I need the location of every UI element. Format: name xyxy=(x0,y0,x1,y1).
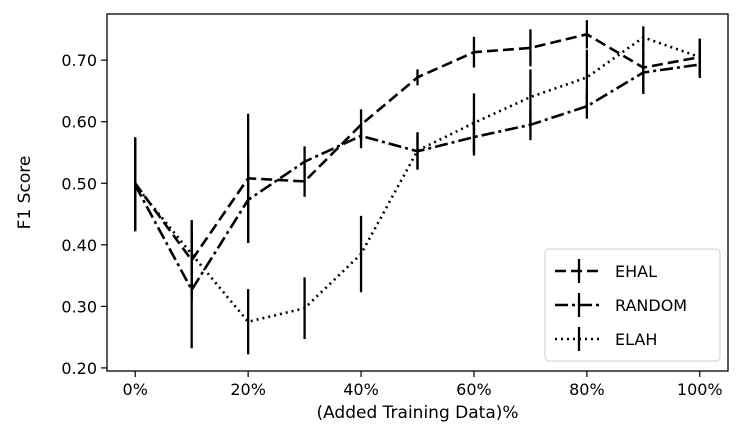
y-axis-label: F1 Score xyxy=(15,156,35,230)
y-tick-label: 0.60 xyxy=(61,113,97,132)
data-point xyxy=(360,134,362,137)
x-tick-label: 0% xyxy=(123,380,148,399)
data-point xyxy=(247,320,250,323)
data-point xyxy=(190,288,193,291)
legend-box xyxy=(544,248,721,362)
data-point xyxy=(642,71,645,74)
data-point xyxy=(134,184,137,187)
axis-ticks: 0% 20% 40% 60% 80% 100% 0.20 0.30 0.40 0.50 0.60 0.… xyxy=(61,51,722,399)
y-tick-label: 0.30 xyxy=(61,297,97,316)
data-point xyxy=(247,198,250,201)
chart-marks xyxy=(134,20,701,355)
data-point xyxy=(642,36,645,39)
x-tick-label: 60% xyxy=(456,380,492,399)
legend: EHAL RANDOM ELAH xyxy=(544,248,721,362)
x-tick-label: 40% xyxy=(343,380,379,399)
y-tick-label: 0.20 xyxy=(61,359,97,378)
data-point xyxy=(529,46,532,49)
legend-label: ELAH xyxy=(615,330,657,349)
data-point xyxy=(585,105,588,108)
data-point xyxy=(473,51,475,54)
data-point xyxy=(698,56,701,58)
data-point xyxy=(303,160,306,163)
plot-frame xyxy=(106,13,729,372)
data-point xyxy=(416,76,419,79)
data-point xyxy=(360,253,362,255)
legend-label: EHAL xyxy=(615,262,657,281)
data-point xyxy=(303,307,306,310)
x-axis-label: (Added Training Data)% xyxy=(316,403,518,423)
data-point xyxy=(190,253,193,255)
series-elah xyxy=(134,26,701,355)
x-tick-label: 20% xyxy=(230,380,266,399)
y-tick-label: 0.70 xyxy=(61,51,97,70)
y-tick-label: 0.40 xyxy=(61,236,97,255)
data-point xyxy=(303,180,306,183)
data-point xyxy=(529,96,532,98)
data-point xyxy=(585,76,588,79)
data-point xyxy=(473,122,475,124)
x-tick-label: 100% xyxy=(677,380,723,399)
x-tick-label: 80% xyxy=(569,380,605,399)
data-point xyxy=(585,33,588,36)
legend-label: RANDOM xyxy=(615,296,687,315)
data-point xyxy=(416,149,419,152)
y-tick-label: 0.50 xyxy=(61,174,97,193)
